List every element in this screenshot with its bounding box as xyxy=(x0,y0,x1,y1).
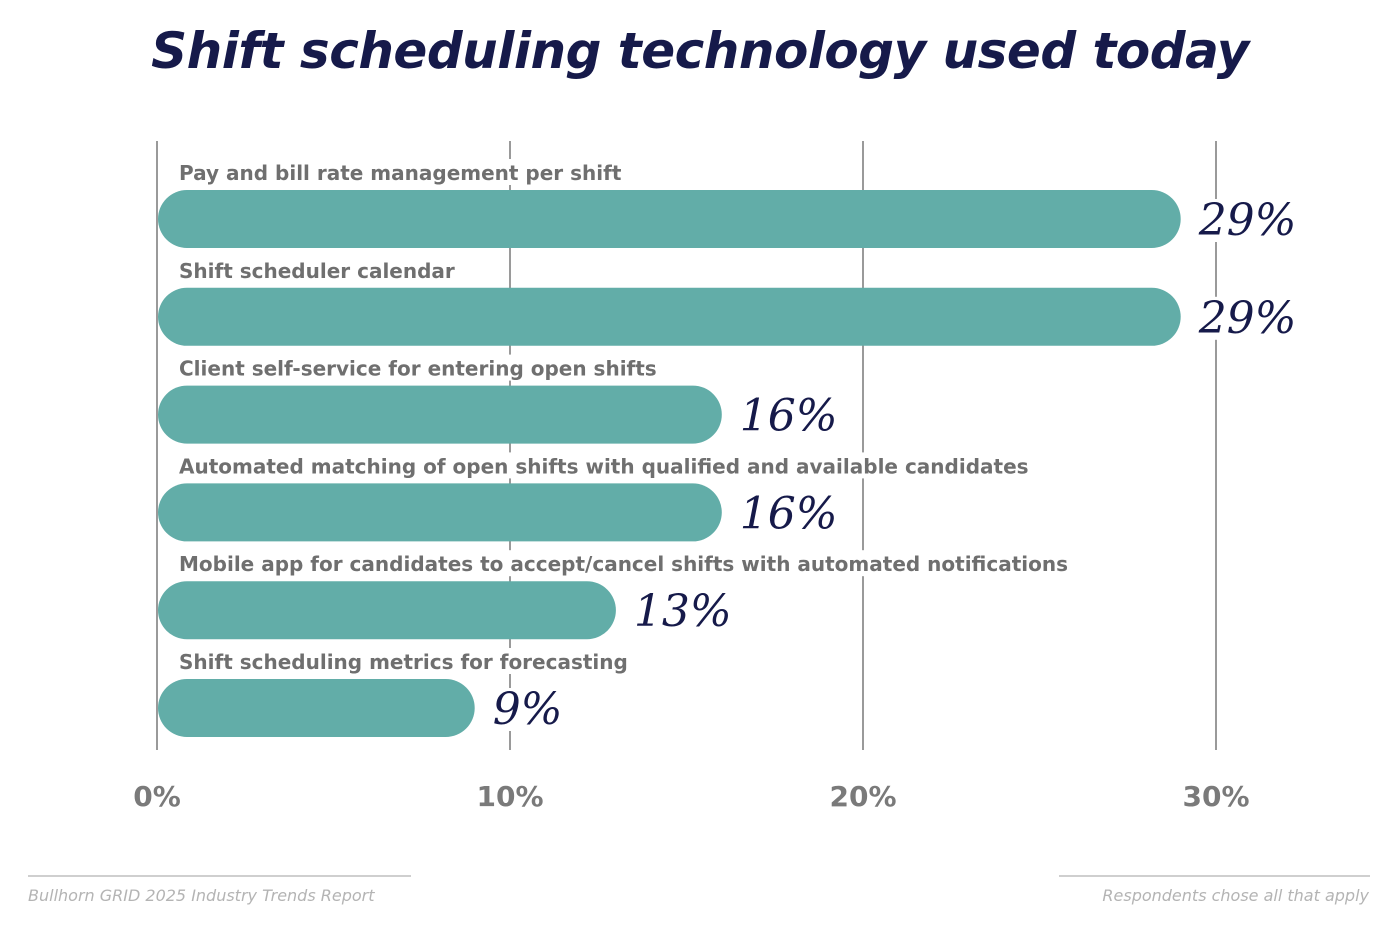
respondent-note: Respondents chose all that apply xyxy=(1102,886,1369,905)
category-label: Client self-service for entering open sh… xyxy=(179,357,657,381)
value-label-bg xyxy=(735,492,842,536)
value-label-bg xyxy=(1193,296,1301,340)
value-label-bg xyxy=(488,688,567,731)
category-label-bg xyxy=(175,159,626,185)
x-tick-label: 10% xyxy=(476,780,543,813)
bars: Pay and bill rate management per shift 29… xyxy=(158,159,1301,737)
bar xyxy=(158,483,722,542)
value-label: 9% xyxy=(493,684,563,735)
category-label: Automated matching of open shifts with q… xyxy=(179,454,1029,478)
value-label: 29% xyxy=(1198,195,1297,246)
chart-title: Shift scheduling technology used today xyxy=(151,22,1249,80)
x-tick-label: 30% xyxy=(1182,780,1249,813)
category-label: Shift scheduler calendar xyxy=(179,259,455,283)
bar xyxy=(158,679,475,737)
category-label-bg xyxy=(175,452,1033,479)
bar xyxy=(158,287,1181,346)
category-label-bg xyxy=(175,648,632,674)
bar xyxy=(158,581,616,640)
category-label-bg xyxy=(175,354,661,381)
value-label: 16% xyxy=(740,391,838,442)
category-label-bg xyxy=(175,550,1073,577)
value-label: 29% xyxy=(1198,293,1297,344)
bar xyxy=(158,385,722,444)
value-label-bg xyxy=(735,394,842,438)
footer-right-rule xyxy=(1059,875,1370,877)
value-label: 13% xyxy=(634,586,732,637)
value-label-bg xyxy=(1193,199,1301,242)
source-note: Bullhorn GRID 2025 Industry Trends Repor… xyxy=(28,886,375,905)
x-tick-label: 0% xyxy=(133,780,181,813)
category-label: Mobile app for candidates to accept/canc… xyxy=(179,552,1068,576)
value-label: 16% xyxy=(740,488,838,539)
footer-left-rule xyxy=(28,875,411,877)
category-label: Pay and bill rate management per shift xyxy=(179,161,622,185)
x-axis-ticks: 0% 10% 20% 30% xyxy=(133,780,1249,813)
category-label-bg xyxy=(175,256,459,283)
value-label-bg xyxy=(629,590,736,634)
bar xyxy=(158,190,1181,248)
category-label: Shift scheduling metrics for forecasting xyxy=(179,650,628,674)
x-tick-label: 20% xyxy=(829,780,896,813)
